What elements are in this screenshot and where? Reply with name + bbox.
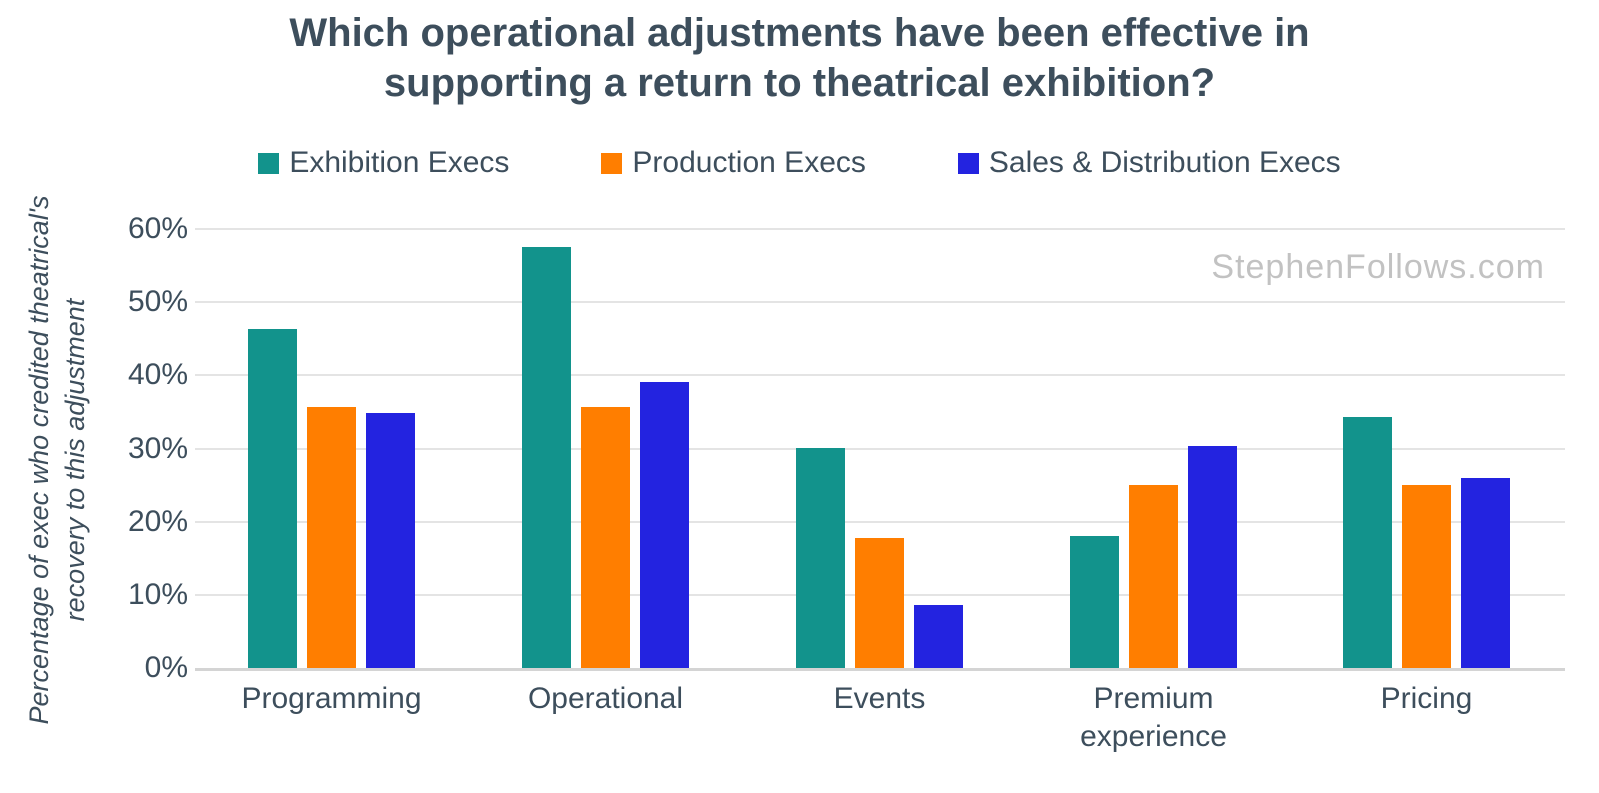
bar [248,329,297,668]
bar [1070,536,1119,668]
legend-swatch-icon [601,152,623,174]
gridline [195,447,1565,450]
gridline [195,374,1565,377]
y-axis-tick-label: 40% [127,358,188,392]
watermark: StephenFollows.com [1211,248,1545,286]
bar [1461,478,1510,668]
bar [366,413,415,668]
legend-item: Exhibition Execs [258,146,509,180]
y-axis-tick-label: 10% [127,577,188,611]
gridline [195,228,1565,230]
legend-label: Exhibition Execs [289,146,510,179]
bar [581,407,630,668]
bar [640,382,689,668]
x-axis-line [195,668,1565,671]
legend: Exhibition Execs Production Execs Sales & … [0,146,1599,180]
legend-swatch-icon [957,152,979,174]
legend-item: Production Execs [601,146,866,180]
y-axis-tick-label: 0% [144,651,188,684]
bar [1343,417,1392,668]
chart-title: Which operational adjustments have been … [0,8,1599,108]
chart-title-line1: Which operational adjustments have been … [289,11,1310,55]
x-axis-category-label: Operational [527,682,684,715]
y-axis-tick-label: 30% [127,431,188,465]
bar [1402,485,1451,668]
bar [914,605,963,668]
bar [796,448,845,668]
chart-title-line2: supporting a return to theatrical exhibi… [383,61,1216,105]
legend-item: Sales & Distribution Execs [957,146,1341,180]
legend-label: Production Execs [632,146,866,179]
y-axis-tick-label: 20% [127,504,188,538]
bar [1129,485,1178,668]
legend-label: Sales & Distribution Execs [988,146,1341,179]
bar [1188,446,1237,668]
bar [522,247,571,668]
gridline [195,520,1565,523]
y-axis-tick-label: 60% [127,212,188,245]
bar [307,407,356,668]
x-axis-category-label: Programming [241,682,422,715]
x-axis-category-label: Premium experience [1080,682,1227,753]
y-axis-title-line1: Percentage of exec who credited theatric… [24,195,54,725]
legend-swatch-icon [258,152,280,174]
x-axis-category-label: Events [833,682,926,715]
plot-area [195,228,1565,668]
bar [855,538,904,668]
gridline [195,301,1565,304]
y-axis-tick-label: 50% [127,285,188,319]
x-axis-category-label: Pricing [1380,682,1473,715]
